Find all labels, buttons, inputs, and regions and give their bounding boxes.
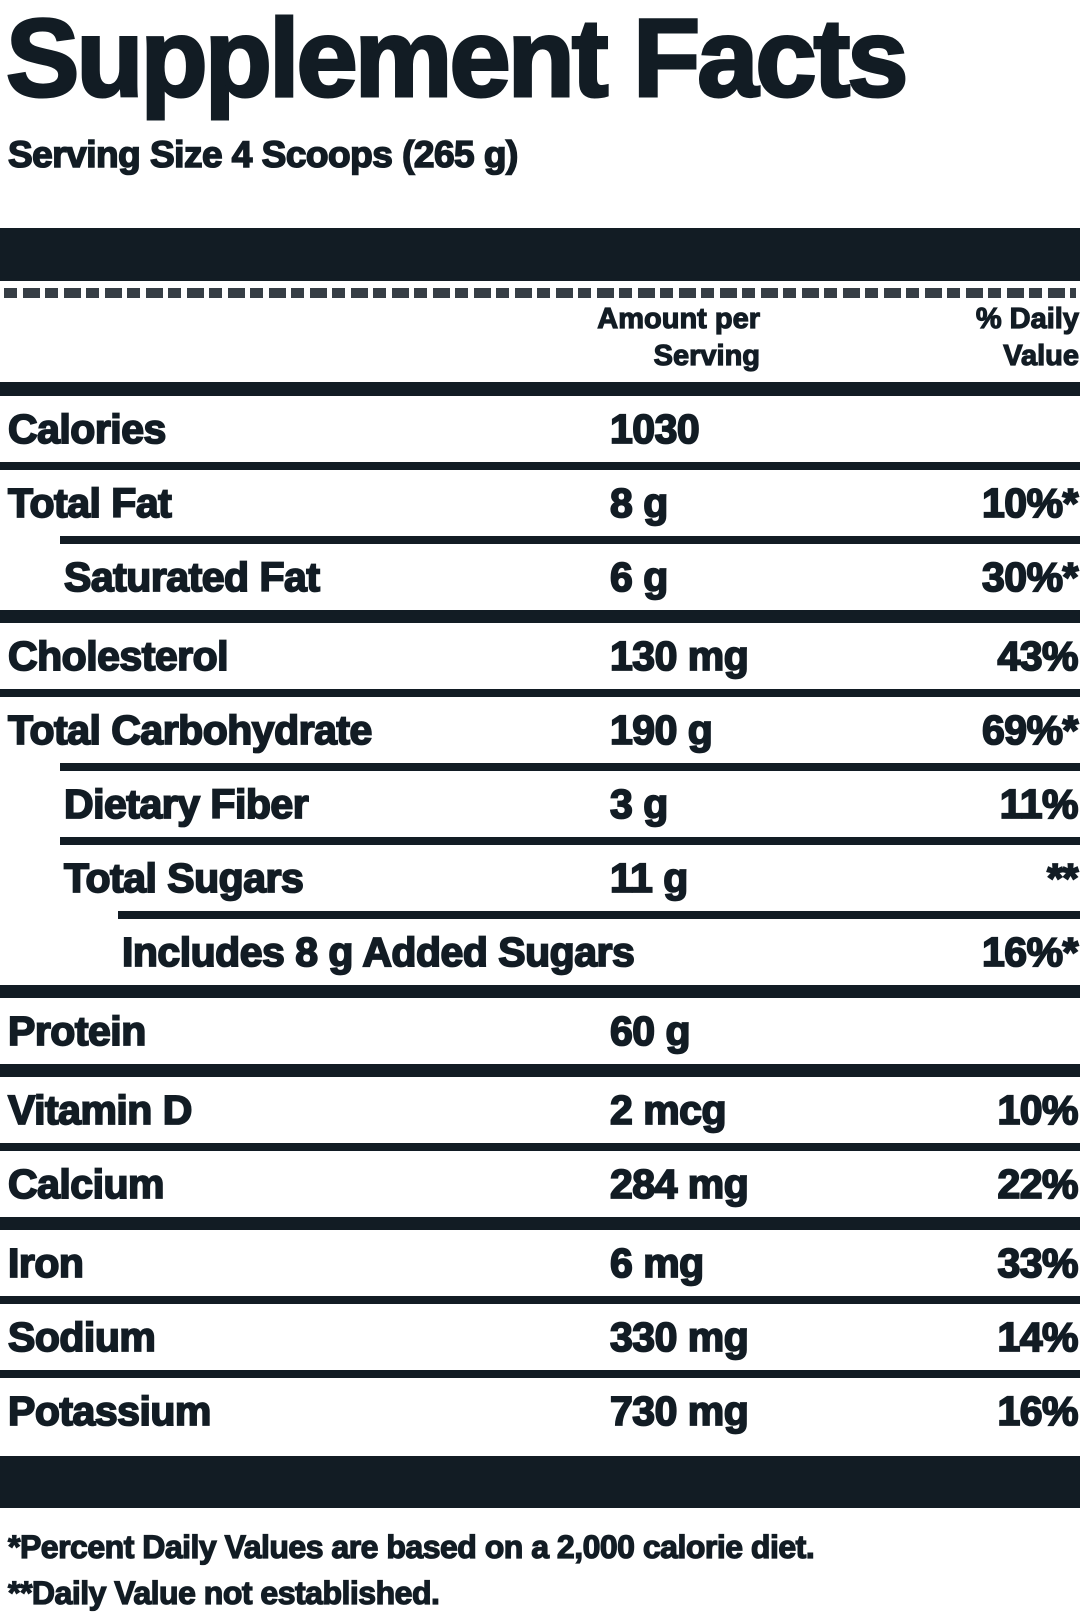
row-divider-rule xyxy=(0,1296,1080,1304)
table-row: Calcium 284 mg 22% xyxy=(0,1151,1080,1217)
nutrient-amount: 6 mg xyxy=(609,1239,705,1287)
row-divider-rule xyxy=(0,689,1080,697)
table-row: Dietary Fiber 3 g 11% xyxy=(0,771,1080,837)
nutrient-amount: 190 g xyxy=(609,706,714,754)
nutrient-amount: 730 mg xyxy=(609,1387,750,1435)
header-divider-bar xyxy=(0,382,1080,396)
nutrient-name: Calories xyxy=(7,405,167,453)
table-row: Potassium 730 mg 16% xyxy=(0,1378,1080,1444)
table-row: Includes 8 g Added Sugars 16%* xyxy=(0,919,1080,985)
nutrient-daily-value: 16% xyxy=(997,1387,1080,1435)
row-divider-rule xyxy=(60,536,1080,544)
nutrient-daily-value: 16%* xyxy=(981,928,1079,976)
nutrient-daily-value: 11% xyxy=(999,780,1080,828)
nutrient-amount: 6 g xyxy=(609,553,669,601)
amount-per-serving-header: Amount per Serving xyxy=(0,301,761,376)
nutrient-daily-value: 22% xyxy=(997,1160,1080,1208)
nutrient-name: Total Fat xyxy=(7,479,173,527)
row-divider-rule xyxy=(0,1064,1080,1077)
nutrient-name: Cholesterol xyxy=(7,632,229,680)
dv-header-line1: % Daily xyxy=(975,302,1079,335)
micro-fine-print-line xyxy=(4,288,1076,298)
table-row: Total Sugars 11 g ** xyxy=(0,845,1080,911)
label-title: Supplement Facts xyxy=(5,0,910,120)
table-row: Protein 60 g xyxy=(0,998,1080,1064)
nutrient-amount: 1030 xyxy=(609,405,701,453)
table-row: Total Carbohydrate 190 g 69%* xyxy=(0,697,1080,763)
nutrient-daily-value: 10%* xyxy=(981,479,1079,527)
nutrient-name: Potassium xyxy=(7,1387,212,1435)
nutrient-name: Calcium xyxy=(7,1160,165,1208)
nutrient-amount: 3 g xyxy=(609,780,669,828)
nutrient-name: Includes 8 g Added Sugars xyxy=(121,928,636,976)
nutrient-daily-value: 33% xyxy=(997,1239,1080,1287)
nutrient-name: Protein xyxy=(7,1007,147,1055)
column-header-row: Amount per Serving % Daily Value xyxy=(0,298,1080,382)
row-divider-rule xyxy=(60,837,1080,845)
nutrient-name: Iron xyxy=(7,1239,85,1287)
table-row: Iron 6 mg 33% xyxy=(0,1230,1080,1296)
bottom-divider-bar xyxy=(0,1456,1080,1508)
nutrient-daily-value: 43% xyxy=(997,632,1080,680)
dv-header-line2: Value xyxy=(1003,340,1080,373)
row-divider-rule xyxy=(0,985,1080,998)
nutrient-daily-value: 14% xyxy=(997,1313,1080,1361)
table-row: Calories 1030 xyxy=(0,396,1080,462)
table-row: Total Fat 8 g 10%* xyxy=(0,470,1080,536)
nutrient-name: Total Carbohydrate xyxy=(7,706,373,754)
footnotes: *Percent Daily Values are based on a 2,0… xyxy=(7,1524,1080,1614)
nutrient-name: Total Sugars xyxy=(63,854,305,902)
nutrient-amount: 2 mcg xyxy=(609,1086,727,1134)
nutrient-amount: 130 mg xyxy=(609,632,750,680)
nutrient-daily-value: 30%* xyxy=(981,553,1079,601)
nutrient-rows: Calories 1030 Total Fat 8 g 10%* Saturated Fa… xyxy=(0,396,1080,1444)
nutrient-name: Sodium xyxy=(7,1313,157,1361)
row-divider-rule xyxy=(0,1370,1080,1378)
row-divider-rule xyxy=(0,1217,1080,1230)
footnote-dv-not-established: **Daily Value not established. xyxy=(7,1575,440,1612)
row-divider-rule xyxy=(60,763,1080,771)
nutrient-daily-value: 10% xyxy=(997,1086,1080,1134)
row-divider-rule xyxy=(0,610,1080,623)
nutrient-name: Saturated Fat xyxy=(63,553,321,601)
row-divider-rule xyxy=(0,1143,1080,1151)
table-row: Cholesterol 130 mg 43% xyxy=(0,623,1080,689)
nutrient-daily-value: 69%* xyxy=(981,706,1079,754)
nutrient-daily-value: ** xyxy=(1046,854,1079,902)
row-divider-rule xyxy=(118,911,1080,919)
row-divider-rule xyxy=(0,462,1080,470)
table-row: Vitamin D 2 mcg 10% xyxy=(0,1077,1080,1143)
table-row: Sodium 330 mg 14% xyxy=(0,1304,1080,1370)
amount-header-line1: Amount per xyxy=(597,302,761,335)
serving-size-line: Serving Size 4 Scoops (265 g) xyxy=(7,133,519,176)
nutrient-amount: 284 mg xyxy=(609,1160,750,1208)
amount-header-line2: Serving xyxy=(653,340,761,373)
table-row: Saturated Fat 6 g 30%* xyxy=(0,544,1080,610)
nutrient-amount: 11 g xyxy=(609,854,689,902)
daily-value-header: % Daily Value xyxy=(760,301,1080,376)
nutrient-name: Dietary Fiber xyxy=(63,780,309,828)
top-divider-bar xyxy=(0,228,1080,281)
nutrient-amount: 8 g xyxy=(609,479,669,527)
nutrient-amount: 330 mg xyxy=(609,1313,750,1361)
nutrient-name: Vitamin D xyxy=(7,1086,193,1134)
nutrient-amount: 60 g xyxy=(609,1007,691,1055)
footnote-percent-dv: *Percent Daily Values are based on a 2,0… xyxy=(7,1528,815,1565)
